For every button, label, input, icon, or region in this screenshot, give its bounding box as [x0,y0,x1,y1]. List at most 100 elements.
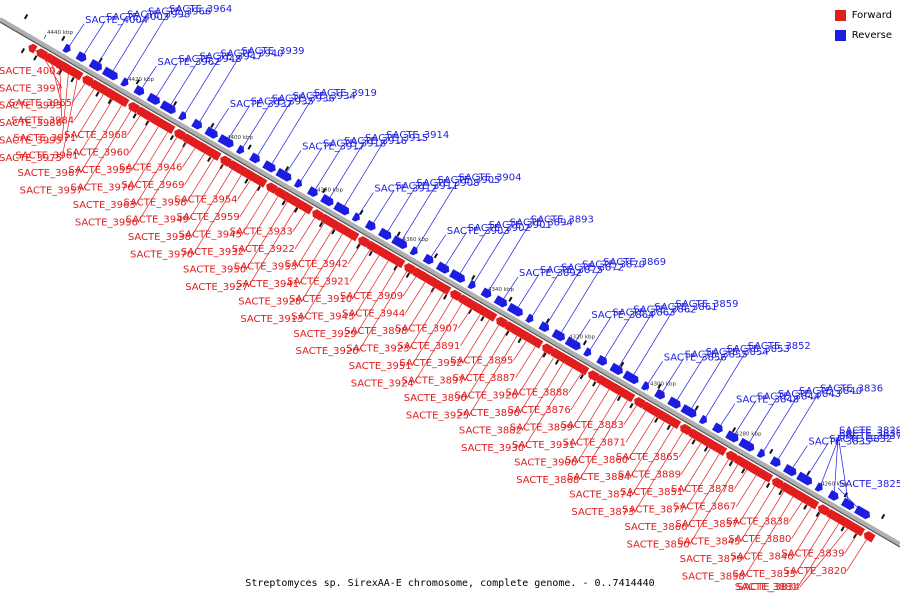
forward-gene-label: SACTE_3928 [238,297,301,308]
forward-gene-arrow [258,177,268,188]
forward-gene-label: SACTE_3907 [395,323,458,334]
reverse-gene-label: SACTE_3861 [654,302,717,313]
forward-leader-line [519,353,557,414]
forward-leader-line [738,476,768,525]
minor-feature [666,424,671,431]
reverse-gene-label: SACTE_3917 [302,141,365,152]
reverse-gene-arrow [840,497,855,510]
reverse-gene-arrow [493,295,508,308]
forward-leader-line [515,342,539,379]
minor-feature [256,185,261,192]
minor-feature [95,91,100,97]
minor-feature [517,337,522,344]
forward-gene-label: SACTE_3953 [234,262,297,273]
reverse-leader-line [833,437,839,497]
reverse-gene-label: SACTE_3901 [489,220,552,231]
reverse-gene-arrow [467,279,476,290]
reverse-gene-arrow [62,43,71,53]
reverse-gene-label: SACTE_3915 [365,133,428,144]
reverse-gene-arrow [525,313,534,323]
reverse-gene-arrow [159,100,176,115]
minor-feature [70,77,75,83]
reverse-leader-line [747,397,778,446]
forward-leader-line [237,176,253,200]
forward-gene-label: SACTE_3955 [68,165,131,176]
forward-gene-label: SACTE_3910 [289,294,352,305]
forward-gene-arrow [810,499,820,510]
reverse-leader-line [837,434,849,505]
reverse-gene-label: SACTE_3892 [519,268,582,279]
reverse-leader-line [414,181,458,252]
reverse-gene-arrow [146,92,160,105]
forward-gene-label: SACTE_3986 [0,118,62,129]
forward-gene-label: SACTE_3898 [344,326,407,337]
forward-leader-line [685,450,722,510]
forward-leader-line [351,251,382,300]
forward-gene-label: SACTE_3920 [296,346,359,357]
forward-gene-label: SACTE_3929 [293,329,356,340]
reverse-leader-line [501,276,519,303]
minor-feature [356,243,361,249]
reverse-leader-line [837,487,864,514]
minor-feature [579,374,584,380]
forward-gene-label: SACTE_3921 [287,276,350,287]
minor-feature [554,359,560,365]
forward-leader-line [182,144,198,168]
tick-label: 4300 kbp [650,382,676,388]
minor-feature [443,294,448,300]
forward-leader-line [245,197,290,270]
minor-feature [293,207,299,213]
forward-gene-label: SACTE_3952 [399,358,462,369]
reverse-gene-arrow [738,437,755,452]
forward-gene-label: SACTE_3878 [671,484,734,495]
minor-feature [396,231,401,237]
minor-feature [107,98,112,105]
forward-gene-label: SACTE_3925 [406,411,469,422]
reverse-gene-arrow [480,287,492,299]
reverse-gene-label: SACTE_3966 [148,6,211,17]
reverse-gene-label: SACTE_4003 [106,12,169,23]
reverse-gene-arrow [101,66,118,81]
reverse-gene-arrow [538,321,550,333]
reverse-leader-line [313,144,344,193]
forward-leader-line [402,273,419,297]
reverse-gene-label: SACTE_3914 [386,130,449,141]
forward-leader-line [354,256,391,317]
reverse-gene-arrow [680,404,697,418]
reverse-leader-line [761,394,799,455]
forward-gene-label: SACTE_3897 [402,376,465,387]
reverse-gene-label: SACTE_3840 [799,386,862,397]
forward-gene-label: SACTE_3961 [15,150,78,161]
minor-feature [505,330,510,336]
forward-leader-line [466,326,511,399]
reverse-leader-line [240,102,272,151]
reverse-leader-line [660,358,684,396]
reverse-gene-label: SACTE_3918 [323,139,386,150]
forward-gene-label: SACTE_3938 [128,232,191,243]
forward-gene-label: SACTE_3945 [179,229,242,240]
minor-feature [728,461,733,467]
forward-leader-line [735,471,759,507]
forward-gene-arrow [488,311,498,322]
forward-gene-label: SACTE_3845 [677,537,740,548]
tick-label: 4320 kbp [569,334,595,340]
reverse-leader-line [284,150,302,176]
forward-leader-line [247,203,299,288]
forward-gene-label: SACTE_3946 [119,162,182,173]
forward-leader-line [523,364,575,448]
forward-gene-label: SACTE_3888 [506,388,569,399]
forward-gene-label: SACTE_3954 [174,195,237,206]
forward-gene-label: SACTE_3879 [680,554,743,565]
forward-leader-line [578,396,630,481]
forward-gene-label: SACTE_3943 [291,311,354,322]
reverse-gene-label: SACTE_3870 [582,260,645,271]
forward-leader-line [844,530,860,554]
minor-feature [20,48,25,54]
reverse-gene-label: SACTE_3948 [178,54,241,65]
forward-leader-line [788,498,805,522]
reverse-gene-arrow [320,193,334,207]
forward-leader-line [629,417,667,478]
reverse-gene-arrow [351,212,360,222]
forward-gene-arrow [534,338,544,349]
forward-gene-label: SACTE_3891 [397,341,460,352]
